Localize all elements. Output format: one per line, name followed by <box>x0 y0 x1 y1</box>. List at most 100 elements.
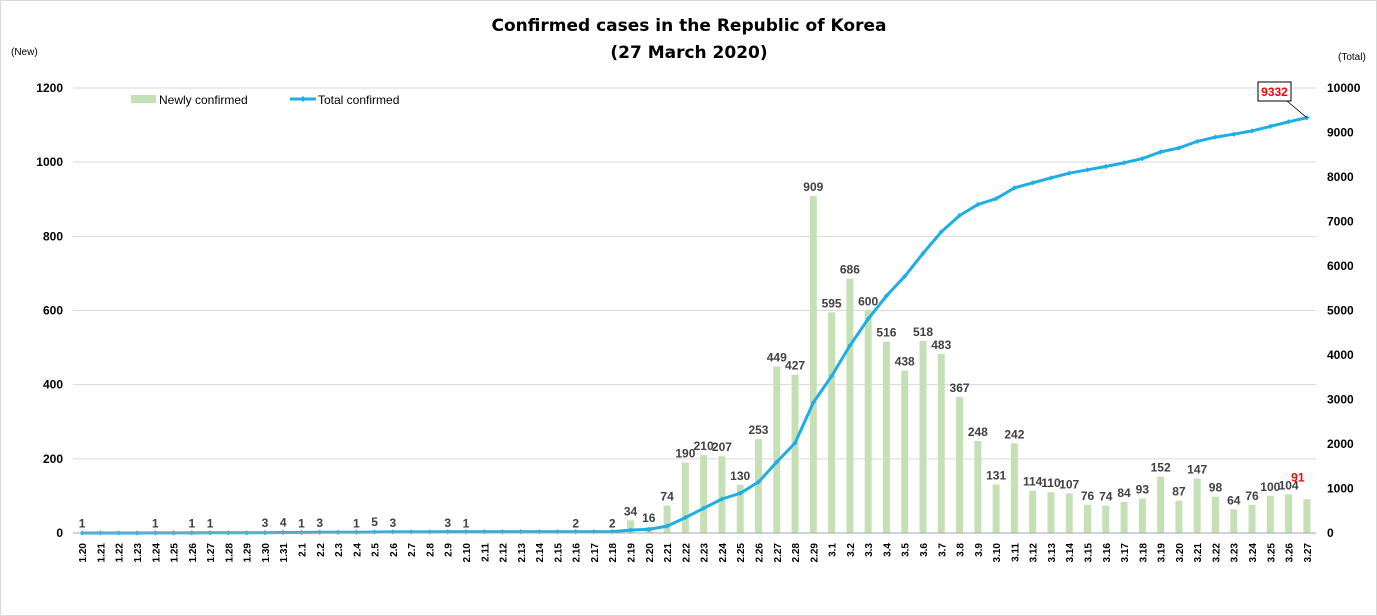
bar-3.18 <box>1138 498 1146 533</box>
bar-3.15 <box>1084 504 1091 533</box>
line-point-2.8 <box>426 529 433 535</box>
x-tick-label-2.29: 2.29 <box>809 543 820 563</box>
right-tick-label-10000: 10000 <box>1327 81 1361 95</box>
x-tick-label-2.8: 2.8 <box>425 543 436 557</box>
data-label-3.18: 93 <box>1136 483 1150 497</box>
bar-3.10 <box>992 484 1000 533</box>
line-point-3.8 <box>956 212 963 219</box>
x-tick-label-1.31: 1.31 <box>279 543 290 563</box>
bar-3.23 <box>1230 509 1238 533</box>
bar-3.2 <box>846 278 854 533</box>
legend-line-marker <box>300 96 306 102</box>
line-point-2.23 <box>701 505 707 511</box>
x-tick-label-2.16: 2.16 <box>572 543 583 563</box>
line-point-3.17 <box>1121 160 1127 166</box>
line-point-2.19 <box>627 527 634 533</box>
right-axis-unit: (Total) <box>1338 52 1366 63</box>
line-point-2.28 <box>792 440 798 446</box>
x-tick-label-2.27: 2.27 <box>773 543 784 563</box>
data-label-3.25: 100 <box>1260 480 1280 494</box>
bar-2.25 <box>736 484 744 533</box>
x-tick-label-2.20: 2.20 <box>645 543 656 563</box>
x-tick-label-3.19: 3.19 <box>1157 543 1168 563</box>
line-point-3.11 <box>1011 185 1017 191</box>
data-label-2.28: 427 <box>785 359 805 373</box>
x-tick-label-3.15: 3.15 <box>1084 543 1095 563</box>
line-point-3.22 <box>1212 134 1219 140</box>
x-tick-label-2.17: 2.17 <box>590 543 601 563</box>
x-tick-label-3.25: 3.25 <box>1266 543 1277 563</box>
data-label-3.10: 131 <box>986 468 1006 482</box>
x-tick-label-2.25: 2.25 <box>736 543 747 563</box>
x-tick-label-2.21: 2.21 <box>663 543 674 563</box>
data-label-3.3: 600 <box>858 295 878 309</box>
x-tick-label-3.13: 3.13 <box>1047 543 1058 563</box>
x-tick-label-2.24: 2.24 <box>718 543 729 563</box>
data-label-1.31: 4 <box>280 516 287 530</box>
line-point-3.13 <box>1048 175 1054 181</box>
x-tick-label-1.29: 1.29 <box>243 543 254 563</box>
left-tick-label-400: 400 <box>43 378 63 392</box>
line-point-2.29 <box>810 399 816 406</box>
line-point-2.1 <box>298 529 305 536</box>
bar-3.4 <box>882 341 890 533</box>
data-label-2.25: 130 <box>730 469 750 483</box>
bar-2.23 <box>700 455 708 533</box>
bar-2.29 <box>809 195 817 533</box>
legend-bar-swatch <box>131 95 156 103</box>
x-tick-label-2.11: 2.11 <box>480 543 491 562</box>
line-point-3.3 <box>865 316 871 322</box>
x-tick-label-3.12: 3.12 <box>1029 543 1040 563</box>
data-label-3.22: 98 <box>1209 481 1223 495</box>
right-tick-label-9000: 9000 <box>1327 126 1354 140</box>
right-tick-label-3000: 3000 <box>1327 393 1354 407</box>
right-tick-label-5000: 5000 <box>1327 304 1354 318</box>
data-label-3.21: 147 <box>1187 462 1207 476</box>
x-tick-label-2.22: 2.22 <box>681 543 692 563</box>
x-tick-label-2.13: 2.13 <box>517 543 528 563</box>
bar-3.24 <box>1248 504 1256 533</box>
bar-3.8 <box>956 396 964 533</box>
data-label-3.16: 74 <box>1099 490 1113 504</box>
line-series-total-confirmed <box>79 115 1310 536</box>
data-label-2.23: 210 <box>694 439 714 453</box>
line-point-3.5 <box>902 273 908 280</box>
data-label-1.26: 1 <box>188 517 195 531</box>
data-labels: 1 1 1 1 3 4 1 3 1 5 3 3 1 2 234 16741902102071302534494… <box>79 81 1308 531</box>
x-tick-label-3.14: 3.14 <box>1065 543 1076 563</box>
bar-2.21 <box>663 505 671 533</box>
x-tick-label-2.18: 2.18 <box>608 543 619 563</box>
x-tick-label-2.12: 2.12 <box>499 543 510 563</box>
data-label-1.20: 1 <box>79 517 86 531</box>
bar-3.27 <box>1303 499 1311 533</box>
x-tick-label-1.26: 1.26 <box>188 543 199 563</box>
data-label-1.24: 1 <box>152 517 159 531</box>
x-tick-label-3.1: 3.1 <box>828 543 839 557</box>
legend-label-newly-confirmed: Newly confirmed <box>159 93 248 107</box>
line-point-2.18 <box>609 528 615 535</box>
x-tick-label-3.18: 3.18 <box>1138 543 1149 563</box>
data-label-2.26: 253 <box>748 423 768 437</box>
bar-3.21 <box>1193 478 1201 533</box>
left-tick-label-200: 200 <box>43 452 63 466</box>
line-point-2.27 <box>774 459 780 465</box>
line-point-2.5 <box>372 529 378 535</box>
x-tick-label-3.16: 3.16 <box>1102 543 1113 563</box>
x-tick-label-1.24: 1.24 <box>151 543 162 563</box>
x-tick-label-3.4: 3.4 <box>882 543 893 557</box>
line-point-3.26 <box>1285 119 1292 125</box>
data-label-3.4: 516 <box>876 326 896 340</box>
x-tick-label-3.26: 3.26 <box>1285 543 1296 563</box>
x-tick-label-3.20: 3.20 <box>1175 543 1186 563</box>
right-tick-label-7000: 7000 <box>1327 215 1354 229</box>
data-label-2.18: 2 <box>609 516 616 530</box>
data-label-2.10: 1 <box>463 517 470 531</box>
line-point-2.2 <box>317 529 323 535</box>
x-tick-label-3.2: 3.2 <box>846 543 857 557</box>
data-label-3.12: 114 <box>1023 475 1043 489</box>
x-tick-label-3.11: 3.11 <box>1010 543 1021 562</box>
line-point-3.9 <box>975 201 981 208</box>
chart-subtitle: (27 March 2020) <box>610 43 767 63</box>
